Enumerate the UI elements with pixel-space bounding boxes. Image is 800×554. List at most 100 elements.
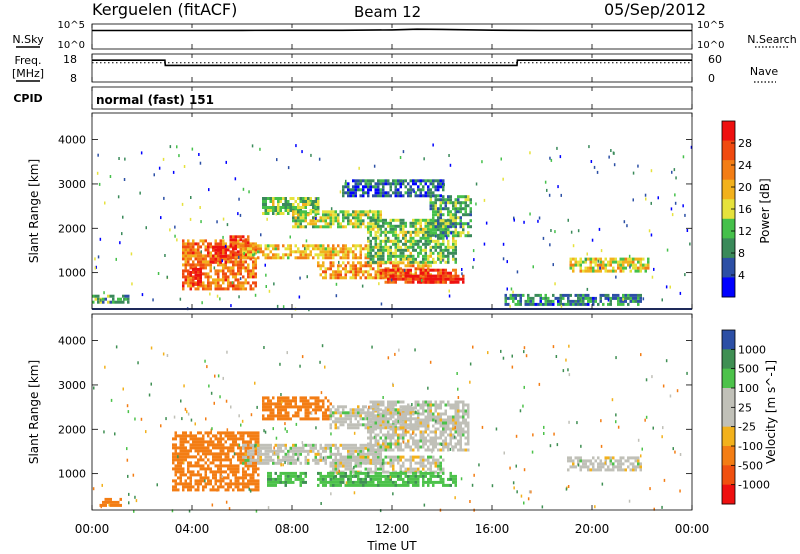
velocity-cell <box>442 430 445 434</box>
velocity-cell <box>252 467 255 471</box>
power-cell <box>342 276 345 280</box>
power-cell <box>237 250 240 254</box>
power-cell <box>599 257 602 261</box>
power-cell <box>514 293 517 297</box>
velocity-cell <box>262 458 265 462</box>
power-cell <box>247 266 250 270</box>
velocity-cell <box>219 452 222 456</box>
power-cell <box>184 269 187 273</box>
power-cell <box>354 244 357 248</box>
velocity-cell <box>434 406 437 410</box>
velocity-cell <box>347 449 350 453</box>
power-cell <box>287 253 290 257</box>
power-cell <box>354 247 357 251</box>
power-cell <box>354 188 357 192</box>
power-scatter-cell <box>671 170 673 174</box>
power-cell <box>342 216 345 220</box>
power-cell <box>587 299 590 303</box>
power-cell <box>394 227 397 231</box>
velocity-cell <box>204 449 207 453</box>
power-cell <box>389 221 392 225</box>
velocity-cell <box>324 417 327 421</box>
power-cell <box>182 254 185 258</box>
power-cell <box>437 239 440 243</box>
velocity-cell <box>247 455 250 459</box>
velocity-cell <box>404 467 407 471</box>
power-cell <box>619 260 622 264</box>
power-cell <box>352 250 355 254</box>
velocity-cell <box>107 497 110 501</box>
power-cell <box>359 213 362 217</box>
velocity-cell <box>364 426 367 430</box>
power-cell <box>204 266 207 270</box>
power-cell <box>237 260 240 264</box>
velocity-cell <box>334 467 337 471</box>
velocity-cell <box>437 467 440 471</box>
power-cell <box>422 280 425 284</box>
velocity-cell <box>197 431 200 435</box>
power-cell <box>372 213 375 217</box>
velocity-cell <box>414 483 417 487</box>
velocity-cell <box>467 433 470 437</box>
power-cell <box>244 244 247 248</box>
velocity-cell <box>332 443 335 447</box>
velocity-cell <box>202 434 205 438</box>
velocity-cell <box>304 402 307 406</box>
velocity-cell <box>244 452 247 456</box>
velocity-cell <box>257 485 260 489</box>
velocity-cell <box>249 464 252 468</box>
power-cell <box>532 302 535 306</box>
power-cell <box>224 260 227 264</box>
velocity-cell <box>264 452 267 456</box>
power-scatter-cell <box>591 238 594 242</box>
velocity-cell <box>384 448 387 452</box>
velocity-cell <box>104 503 107 507</box>
velocity-cell <box>419 403 422 407</box>
power-cell <box>332 273 335 277</box>
velocity-cell <box>389 471 392 475</box>
velocity-cell <box>262 417 265 421</box>
velocity-cell <box>347 423 350 427</box>
power-cell <box>219 248 222 252</box>
velocity-cell <box>632 462 635 466</box>
velocity-cell <box>417 409 420 413</box>
power-cell <box>312 203 315 206</box>
velocity-cell <box>357 420 360 424</box>
power-cell <box>302 203 305 206</box>
velocity-cell <box>217 479 220 483</box>
power-cell <box>267 256 270 260</box>
velocity-cell <box>424 415 427 419</box>
velocity-cell <box>194 449 197 453</box>
velocity-cell <box>289 449 292 453</box>
velocity-cell <box>324 458 327 462</box>
power-scatter-cell <box>315 197 317 201</box>
power-cell <box>384 230 387 234</box>
velocity-cell <box>314 461 317 465</box>
velocity-cell <box>419 445 422 449</box>
power-cell <box>369 276 372 280</box>
power-cell <box>622 257 625 261</box>
power-cell <box>434 280 437 284</box>
power-cell <box>372 225 375 229</box>
velocity-cell <box>287 461 290 465</box>
power-cell <box>412 218 415 222</box>
power-cell <box>469 234 472 238</box>
power-cell <box>314 253 317 257</box>
velocity-cell <box>359 417 362 421</box>
power-cell <box>424 245 427 249</box>
power-cell <box>574 302 577 306</box>
power-cell <box>232 263 235 267</box>
velocity-cell <box>327 405 330 409</box>
velocity-cell <box>194 455 197 459</box>
power-cell <box>234 278 237 282</box>
power-cell <box>282 203 285 206</box>
velocity-scatter-cell <box>562 369 565 373</box>
velocity-cell <box>207 467 210 471</box>
velocity-cell <box>239 431 242 435</box>
velocity-cell <box>607 465 610 469</box>
power-cell <box>607 263 610 267</box>
power-cell <box>329 267 332 271</box>
power-cell <box>549 299 552 303</box>
velocity-cell <box>389 411 392 415</box>
power-cell <box>327 222 330 226</box>
